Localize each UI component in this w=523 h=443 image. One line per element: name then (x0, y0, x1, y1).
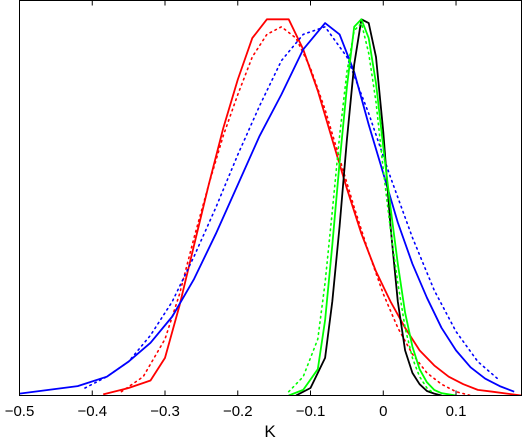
series-line-3-dotted (84, 25, 501, 389)
series-line-0-solid (102, 18, 522, 396)
x-tick-label: 0 (379, 403, 387, 420)
x-axis-label: K (264, 422, 276, 441)
x-ticks: −0.5 −0.4 −0.3 −0.2 −0.1 0 0.1 (5, 0, 467, 420)
x-tick-label: −0.1 (296, 403, 326, 420)
x-tick-label: −0.4 (77, 403, 107, 420)
x-tick-label: 0.1 (446, 403, 467, 420)
series-line-4-solid (295, 18, 442, 396)
series-line-1-dotted (120, 25, 472, 396)
series-line-6-dotted (287, 22, 436, 395)
x-tick-label: −0.3 (150, 403, 180, 420)
series-line-2-solid (19, 22, 515, 395)
series-layer (19, 18, 522, 396)
series-line-5-solid (288, 18, 457, 396)
x-tick-label: −0.5 (5, 403, 35, 420)
plot-frame (19, 0, 522, 396)
x-tick-label: −0.2 (223, 403, 253, 420)
